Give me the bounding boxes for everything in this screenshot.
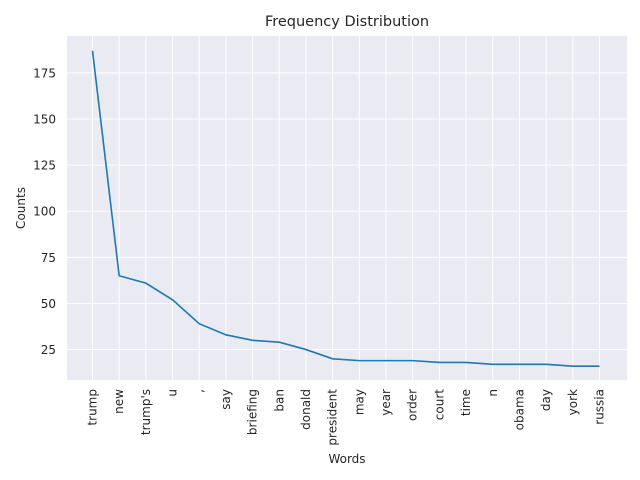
y-tick-label: 75 <box>41 251 56 265</box>
series-line <box>91 50 600 367</box>
x-tick-label: court <box>432 389 446 420</box>
y-tick-label: 100 <box>33 205 56 219</box>
y-tick-label: 150 <box>33 113 56 127</box>
y-tick-label: 175 <box>33 66 56 80</box>
x-tick-label: say <box>219 389 233 410</box>
x-tick-label: trump <box>86 389 100 426</box>
x-tick-label: , <box>192 389 206 393</box>
x-axis-title: Words <box>328 452 365 466</box>
y-tick-label: 25 <box>41 343 56 357</box>
y-gridlines <box>67 72 627 351</box>
x-tick-label: russia <box>593 389 607 425</box>
x-tick-labels: trump new trump's u, say briefing ban donald pre… <box>86 389 607 446</box>
y-axis-title: Counts <box>14 187 28 229</box>
x-tick-label: may <box>352 389 366 415</box>
x-tick-label: n <box>486 389 500 397</box>
x-tick-label: order <box>406 389 420 421</box>
plot-area <box>67 36 627 380</box>
x-tick-label: briefing <box>246 389 260 435</box>
y-tick-label: 125 <box>33 159 56 173</box>
chart-title: Frequency Distribution <box>265 14 429 30</box>
x-tick-label: president <box>326 389 340 446</box>
x-tick-label: new <box>112 389 126 414</box>
x-tick-label: day <box>539 389 553 411</box>
x-tick-label: time <box>459 389 473 416</box>
x-tick-label: trump's <box>139 389 153 435</box>
x-tick-label: year <box>379 389 393 416</box>
x-tick-label: york <box>566 389 580 415</box>
x-tick-label: obama <box>512 389 526 430</box>
x-tick-label: donald <box>299 389 313 430</box>
x-tick-label: ban <box>272 389 286 412</box>
y-tick-label: 50 <box>41 297 56 311</box>
x-gridlines <box>92 36 600 380</box>
x-tick-label: u <box>166 389 180 397</box>
y-tick-labels: 25 50 75 100 125 150 175 <box>33 66 56 357</box>
